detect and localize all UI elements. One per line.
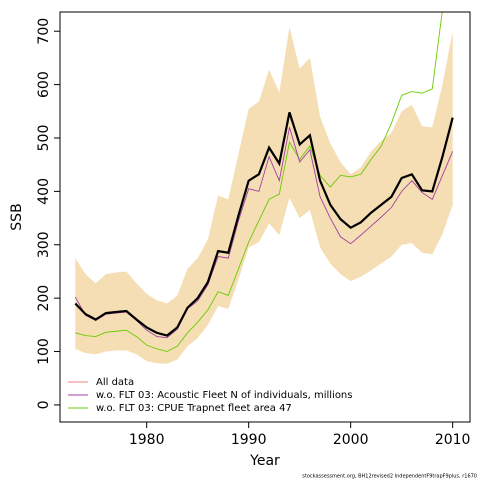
y-tick-label: 700 [36, 18, 52, 45]
legend-label: w.o. FLT 03: CPUE Trapnet fleet area 47 [96, 403, 292, 414]
legend-label: w.o. FLT 03: Acoustic Fleet N of individ… [96, 390, 352, 401]
x-tick-label: 1980 [129, 432, 165, 448]
y-axis-label: SSB [9, 203, 25, 230]
y-tick-label: 0 [36, 400, 52, 409]
y-tick-label: 200 [36, 285, 52, 312]
plot-area [74, 12, 454, 364]
y-tick-label: 500 [36, 125, 52, 152]
plot-frame [59, 11, 471, 423]
legend-label: All data [96, 377, 134, 388]
footnote: stockassessment.org, BH12revised2 Indepe… [302, 474, 477, 480]
x-tick-label: 2000 [333, 432, 369, 448]
series-line [75, 12, 443, 353]
y-tick-label: 400 [36, 178, 52, 205]
y-tick-label: 100 [36, 338, 52, 365]
x-axis-label: Year [249, 453, 280, 469]
series-line [74, 112, 454, 337]
y-tick-label: 300 [36, 231, 52, 258]
y-tick-label: 600 [36, 71, 52, 98]
x-tick-label: 2010 [435, 432, 471, 448]
confidence-band [75, 26, 453, 364]
x-tick-label: 1990 [231, 432, 267, 448]
